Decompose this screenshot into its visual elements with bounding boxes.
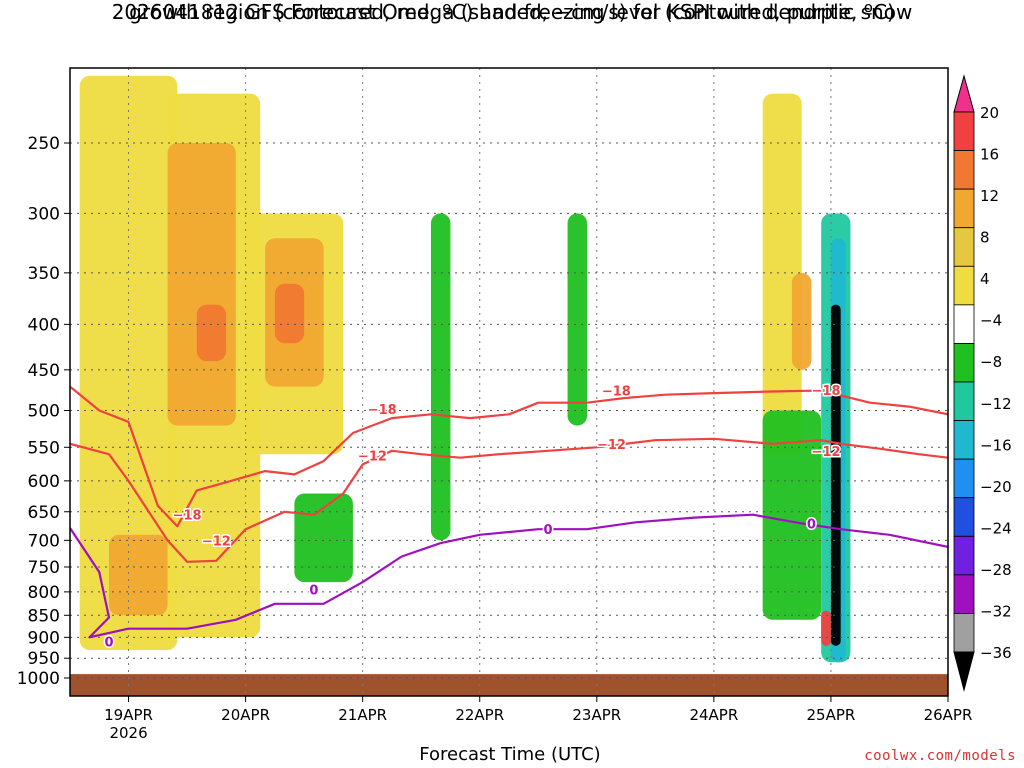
colorbar-segment-2	[953, 188, 975, 229]
shaded-region-6	[196, 304, 227, 362]
colorbar-segment-5	[953, 304, 975, 344]
y-tick-label-600: 600	[28, 472, 60, 492]
colorbar-segment-4	[953, 265, 975, 306]
colorbar-label-3: 8	[980, 229, 990, 247]
y-tick-label-450: 450	[28, 361, 60, 381]
colorbar-segment-11	[953, 535, 975, 576]
terrain-band	[70, 674, 948, 696]
x-tick-label-3: 22APR	[455, 706, 504, 724]
contour-label-9: 0	[309, 583, 318, 598]
contour-label-1: −18	[368, 403, 397, 418]
shaded-region-10	[567, 213, 588, 426]
x-axis-label: Forecast Time (UTC)	[419, 744, 601, 765]
x-tick-label-5: 24APR	[689, 706, 738, 724]
shaded-region-3	[167, 143, 236, 426]
colorbar-segment-0	[953, 111, 975, 151]
colorbar-label-0: 20	[980, 104, 999, 122]
colorbar-label-10: −24	[980, 519, 1012, 537]
y-tick-label-550: 550	[28, 438, 60, 458]
contour-label-10: 0	[543, 523, 552, 538]
colorbar-segment-3	[953, 227, 975, 267]
colorbar-segment-1	[953, 150, 975, 190]
shaded-region-17	[830, 304, 841, 646]
y-tick-label-900: 900	[28, 628, 60, 648]
y-tick-label-800: 800	[28, 583, 60, 603]
shaded-region-9	[430, 213, 451, 541]
colorbar-bottom-triangle	[953, 651, 975, 692]
colorbar-segment-9	[953, 458, 975, 499]
contour-line-2	[70, 513, 948, 639]
colorbar-label-4: 4	[980, 270, 990, 288]
y-tick-label-700: 700	[28, 531, 60, 551]
shaded-region-16	[821, 610, 831, 646]
chart-title-line-2: growth region (contoured, red, ºC) and f…	[129, 0, 895, 24]
y-tick-label-750: 750	[28, 558, 60, 578]
contour-label-4: −12	[202, 534, 231, 549]
colorbar-label-9: −20	[980, 478, 1012, 496]
shaded-region-7	[274, 283, 305, 344]
plot-frame	[69, 67, 949, 697]
colorbar-top-triangle	[953, 74, 975, 113]
y-tick-label-650: 650	[28, 503, 60, 523]
x-tick-label-4: 23APR	[572, 706, 621, 724]
y-tick-label-950: 950	[28, 649, 60, 669]
colorbar-segment-12	[953, 574, 975, 614]
y-tick-label-400: 400	[28, 315, 60, 335]
y-tick-label-250: 250	[28, 134, 60, 154]
colorbar-label-6: −8	[980, 353, 1002, 371]
x-tick-label-6: 25APR	[807, 706, 856, 724]
chart-title-line-1: 2026041812 GFS Forecast Omega (shaded, −…	[111, 0, 913, 24]
colorbar-label-7: −12	[980, 395, 1012, 413]
y-tick-label-1000: 1000	[17, 669, 60, 689]
x-tick-sublabel-0: 2026	[109, 724, 147, 742]
colorbar-segment-8	[953, 420, 975, 460]
contour-label-3: −18	[812, 384, 841, 399]
x-tick-label-1: 20APR	[221, 706, 270, 724]
colorbar-label-1: 16	[980, 146, 999, 164]
colorbar-label-5: −4	[980, 312, 1002, 330]
x-tick-label-0: 19APR	[104, 706, 153, 724]
contour-label-2: −18	[602, 385, 631, 400]
contour-label-6: −12	[597, 438, 626, 453]
shaded-region-5	[109, 534, 168, 616]
colorbar-label-8: −16	[980, 436, 1012, 454]
colorbar-segment-7	[953, 381, 975, 421]
colorbar-segment-6	[953, 343, 975, 383]
colorbar-segment-10	[953, 497, 975, 537]
contour-label-11: 0	[807, 517, 816, 532]
colorbar-label-11: −28	[980, 561, 1012, 579]
colorbar-label-2: 12	[980, 187, 999, 205]
contour-line-0	[70, 385, 948, 528]
contour-label-0: −18	[173, 509, 202, 524]
contour-line-1	[70, 437, 948, 563]
colorbar-label-13: −36	[980, 644, 1012, 662]
shaded-region-8	[294, 493, 353, 583]
y-tick-label-350: 350	[28, 264, 60, 284]
y-tick-label-850: 850	[28, 606, 60, 626]
contour-label-8: 0	[104, 636, 113, 651]
x-tick-label-2: 21APR	[338, 706, 387, 724]
shaded-region-11	[762, 93, 802, 455]
colorbar-label-12: −32	[980, 602, 1012, 620]
y-tick-label-500: 500	[28, 402, 60, 422]
contour-label-7: −12	[812, 445, 841, 460]
contour-label-5: −12	[358, 450, 387, 465]
credit-text: coolwx.com/models	[864, 748, 1016, 764]
y-tick-label-300: 300	[28, 204, 60, 224]
colorbar-segment-13	[953, 613, 975, 653]
x-tick-label-7: 26APR	[924, 706, 973, 724]
shaded-region-12	[791, 272, 812, 370]
